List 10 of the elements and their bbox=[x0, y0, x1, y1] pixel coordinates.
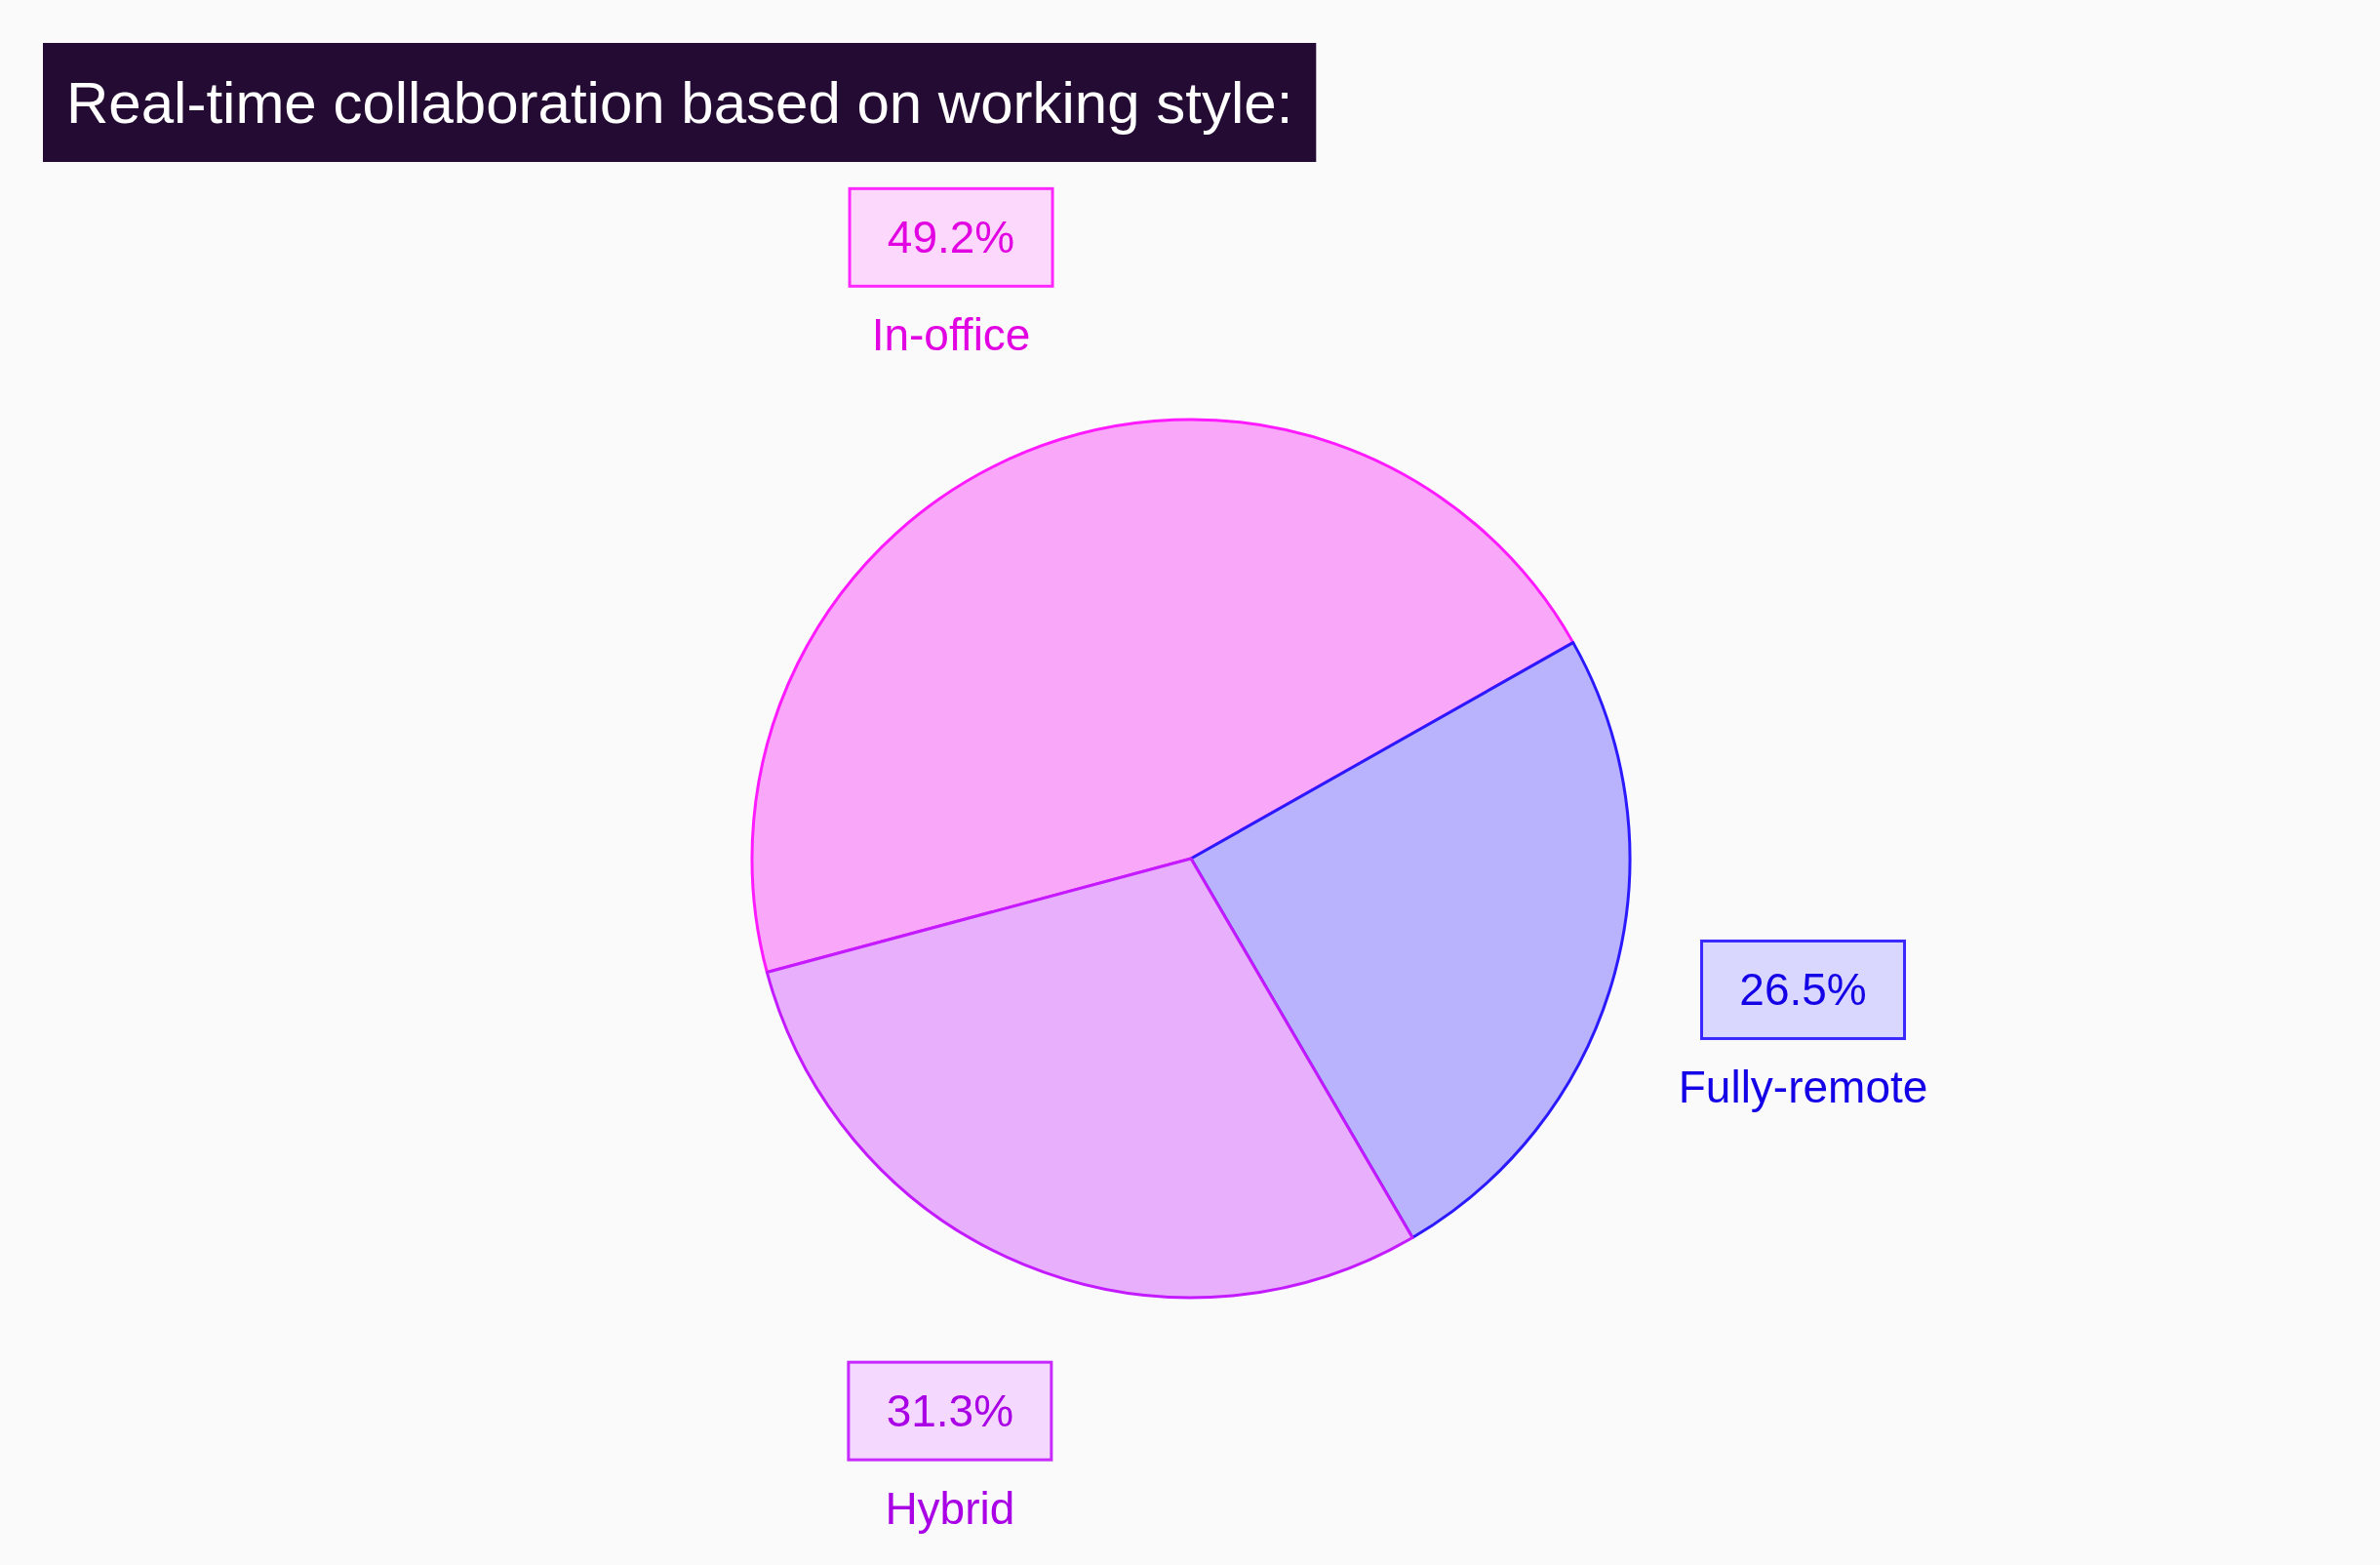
pie-slice bbox=[750, 419, 1575, 974]
data-label: 26.5% bbox=[1739, 964, 1867, 1016]
slice-label: Fully-remote bbox=[1678, 1062, 1928, 1113]
chart-title: Real-time collaboration based on working style: bbox=[66, 69, 1293, 136]
pie-slice bbox=[765, 857, 1414, 1300]
data-label: 49.2% bbox=[887, 212, 1015, 263]
slice-label: Hybrid bbox=[885, 1483, 1015, 1535]
data-label: 31.3% bbox=[886, 1385, 1014, 1437]
pie-slice bbox=[1189, 641, 1632, 1239]
slice-label: In-office bbox=[871, 309, 1031, 361]
